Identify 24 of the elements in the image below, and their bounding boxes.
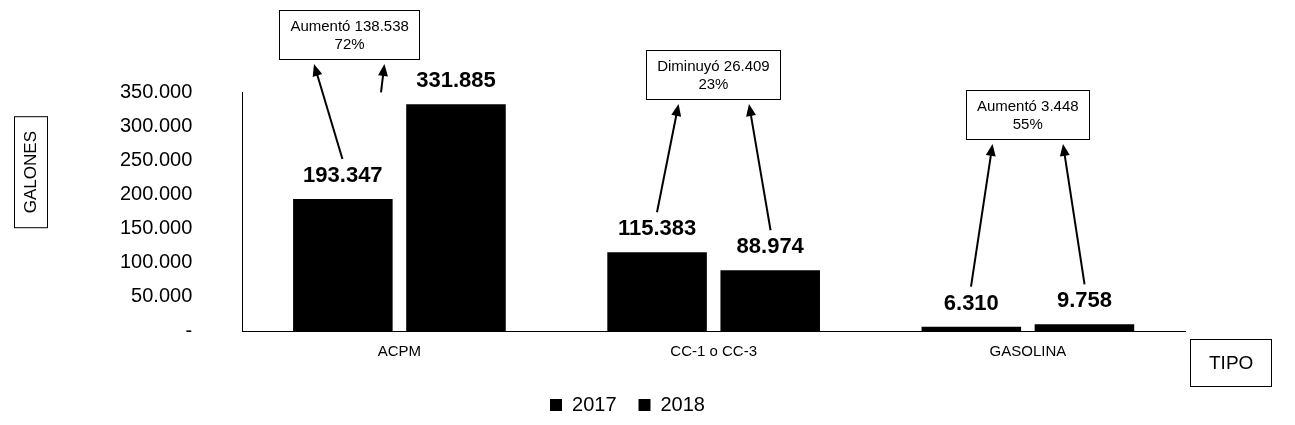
x-axis-title: TIPO <box>1190 339 1273 387</box>
data-label: 115.383 <box>617 215 697 241</box>
y-tick-label: 350.000 <box>120 79 193 102</box>
text: Aumentó 138.538 72% <box>279 10 420 60</box>
y-tick-label: 100.000 <box>120 250 193 273</box>
data-label: 9.758 <box>1056 287 1112 313</box>
data-label: 6.310 <box>943 289 999 315</box>
y-tick-label: 200.000 <box>120 181 193 204</box>
annotation: Diminuyó 26.409 23% <box>646 50 781 100</box>
x-tick-label: CC-1 o CC-3 <box>670 342 757 360</box>
legend-label: 2017 <box>572 392 617 415</box>
data-label: 88.974 <box>736 233 805 259</box>
y-axis-title: GALONES <box>14 115 48 228</box>
y-tick-label: 150.000 <box>120 216 193 239</box>
y-tick-label: 50.000 <box>131 284 193 307</box>
annotation: Aumentó 3.448 55% <box>965 90 1090 140</box>
legend-label: 2018 <box>660 392 705 415</box>
y-tick-label: 250.000 <box>120 147 193 170</box>
data-label: 193.347 <box>303 162 383 188</box>
x-tick-label: GASOLINA <box>989 342 1067 360</box>
y-tick-label: - <box>185 318 193 341</box>
y-tick-label: 300.000 <box>120 113 193 136</box>
x-tick-label: ACPM <box>377 342 422 360</box>
data-label: 331.885 <box>416 67 496 93</box>
